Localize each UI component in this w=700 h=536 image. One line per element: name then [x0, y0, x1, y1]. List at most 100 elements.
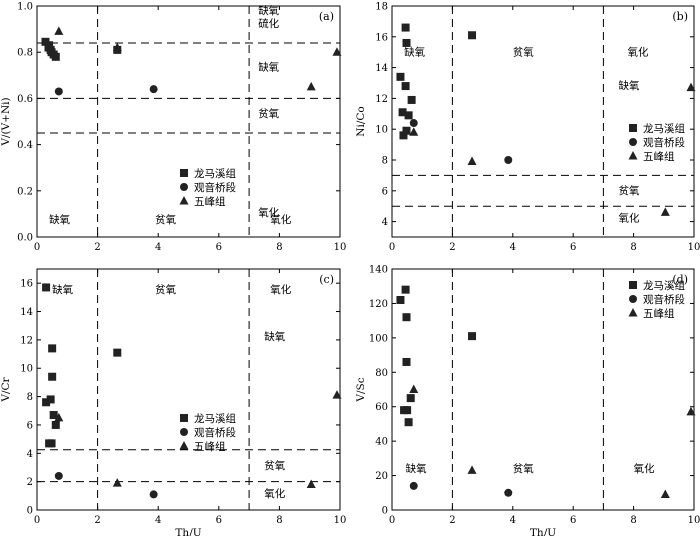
- data-point: [401, 285, 410, 294]
- zone-label: 缺氧: [264, 330, 285, 343]
- data-point: [401, 23, 410, 32]
- y-tick-label: 18: [375, 2, 388, 13]
- y-tick-label: 12: [375, 94, 388, 105]
- zone-label: 氧化: [264, 487, 285, 500]
- x-tick-label: 2: [449, 242, 455, 253]
- zone-label: 贫氧: [264, 459, 285, 472]
- y-tick-label: 0.0: [17, 233, 33, 244]
- data-point: [396, 72, 405, 81]
- data-point: [404, 111, 413, 120]
- y-tick-label: 120: [369, 299, 388, 310]
- data-point: [409, 119, 418, 128]
- x-tick-label: 8: [630, 242, 636, 253]
- y-tick-label: 6: [382, 186, 388, 197]
- x-tick-label: 4: [155, 515, 161, 526]
- zone-label: 缺氧: [404, 45, 425, 58]
- zone-label: 氧化: [628, 45, 649, 58]
- data-point: [407, 95, 416, 104]
- data-point: [47, 439, 56, 448]
- zone-label: 贫氧: [619, 184, 640, 197]
- data-point: [149, 85, 158, 94]
- x-tick-label: 10: [334, 242, 347, 253]
- zone-label: 氧化: [258, 206, 279, 219]
- y-tick-label: 100: [369, 333, 388, 344]
- y-tick-label: 14: [20, 307, 33, 318]
- data-point: [306, 81, 316, 91]
- legend-marker: [628, 308, 638, 317]
- data-point: [396, 295, 405, 304]
- data-point: [402, 313, 411, 322]
- x-tick-label: 8: [630, 515, 636, 526]
- x-tick-label: 6: [216, 242, 222, 253]
- panel-label: (b): [672, 10, 688, 23]
- data-point: [48, 372, 57, 381]
- legend-label: 龙马溪组: [643, 279, 685, 292]
- data-point: [42, 398, 51, 407]
- x-axis-label: Th/U: [175, 527, 201, 536]
- panel-label: (a): [319, 10, 334, 23]
- data-point: [54, 412, 64, 422]
- data-point: [402, 357, 411, 366]
- data-point: [48, 344, 57, 353]
- legend-label: 五峰组: [643, 150, 675, 163]
- data-point: [404, 418, 413, 427]
- zone-label: 硫化: [258, 17, 279, 30]
- y-tick-label: 0.6: [17, 94, 33, 105]
- y-axis-label: V/Sc: [355, 377, 367, 402]
- x-tick-label: 0: [389, 242, 395, 253]
- legend-marker: [629, 138, 637, 146]
- zone-label: 贫氧: [155, 213, 176, 226]
- data-point: [46, 395, 55, 404]
- y-tick-label: 6: [27, 420, 33, 431]
- zone-label: 氧化: [270, 213, 291, 226]
- data-point: [51, 52, 60, 61]
- y-axis-label: V/(V+Ni): [0, 97, 12, 146]
- y-tick-label: 8: [382, 156, 388, 167]
- data-point: [504, 488, 513, 497]
- zone-label: 氧化: [619, 212, 640, 225]
- x-tick-label: 2: [449, 515, 455, 526]
- data-point: [42, 283, 51, 292]
- legend-marker: [180, 414, 188, 422]
- y-tick-label: 16: [20, 279, 33, 290]
- zone-label: 氧化: [634, 462, 655, 475]
- plot-frame: [36, 268, 341, 511]
- legend-label: 观音桥段: [643, 136, 685, 149]
- legend-marker: [629, 295, 637, 303]
- legend-label: 龙马溪组: [194, 167, 236, 180]
- y-tick-label: 80: [375, 368, 388, 379]
- zone-label: 缺氧: [49, 213, 70, 226]
- data-point: [112, 478, 122, 487]
- legend-label: 龙马溪组: [643, 122, 685, 135]
- y-tick-label: 4: [382, 217, 388, 228]
- x-axis-label: Th/U: [530, 527, 556, 536]
- data-point: [399, 131, 408, 140]
- x-tick-label: 6: [570, 242, 576, 253]
- y-tick-label: 0: [27, 506, 33, 517]
- data-point: [402, 38, 411, 47]
- legend-label: 观音桥段: [194, 426, 236, 439]
- panel-label: (c): [319, 273, 334, 286]
- data-point: [467, 156, 477, 166]
- data-point: [406, 394, 415, 403]
- y-tick-label: 2: [27, 477, 33, 488]
- data-point: [686, 406, 696, 416]
- data-point: [54, 471, 63, 480]
- data-point: [409, 481, 418, 490]
- legend-marker: [179, 196, 189, 205]
- data-point: [660, 207, 670, 216]
- legend-label: 观音桥段: [194, 181, 236, 194]
- y-tick-label: 4: [27, 449, 33, 460]
- y-tick-label: 0.4: [17, 140, 33, 151]
- y-axis-label: Ni/Co: [355, 106, 367, 136]
- y-tick-label: 0.2: [17, 186, 33, 197]
- data-point: [660, 489, 670, 499]
- legend-marker: [180, 183, 188, 191]
- x-tick-label: 4: [510, 515, 516, 526]
- legend-label: 五峰组: [643, 307, 675, 320]
